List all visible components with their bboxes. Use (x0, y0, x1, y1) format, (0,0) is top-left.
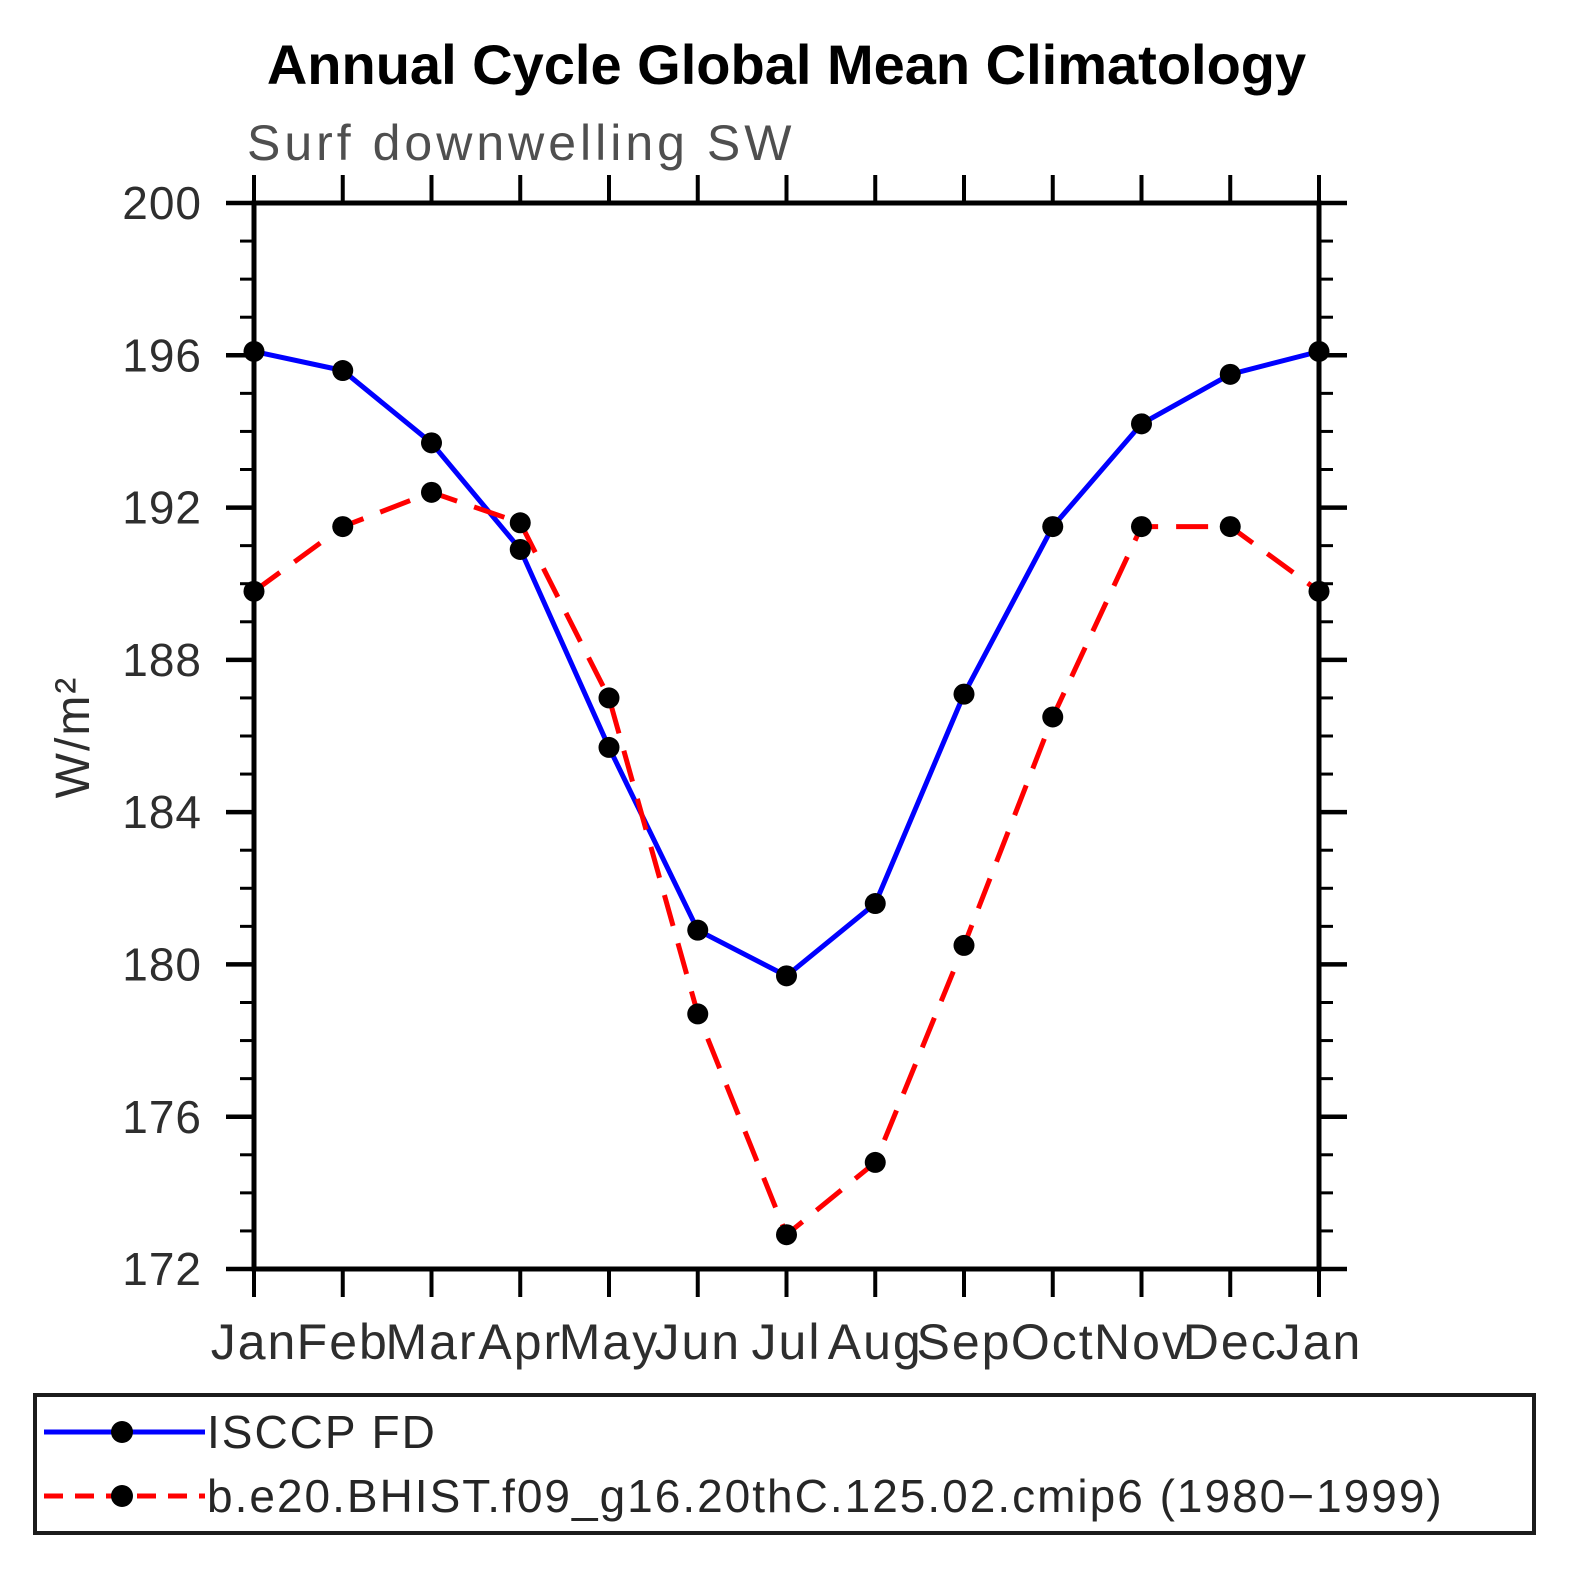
data-point-series1-Jan (1308, 580, 1330, 602)
data-point-series1-Nov (1131, 516, 1152, 538)
data-point-series0-Aug (864, 893, 886, 915)
legend-sample-solid-blue-line (44, 1421, 205, 1443)
data-point-series0-Mar (421, 432, 442, 454)
data-point-series0-Jan (1308, 340, 1330, 362)
data-point-series1-Feb (332, 516, 354, 538)
y-tick-label: 172 (122, 1243, 202, 1295)
x-tick-label: Dec (1183, 1314, 1278, 1370)
x-tick-label: Sep (917, 1314, 1012, 1370)
x-tick-label: Feb (297, 1314, 389, 1370)
data-point-series0-Sep (953, 683, 975, 705)
y-axis-label: W/m² (47, 676, 100, 799)
x-tick-label: Jun (654, 1314, 741, 1370)
series-line-0 (253, 349, 1320, 979)
x-tick-label: Jan (1276, 1314, 1363, 1370)
data-point-series1-Oct (1042, 706, 1064, 728)
data-point-series0-Oct (1042, 516, 1064, 538)
chart-subtitle: Surf downwelling SW (247, 115, 796, 171)
data-point-series1-Dec (1219, 516, 1241, 538)
x-tick-label: Nov (1094, 1314, 1189, 1370)
legend-item-isccp-fd: ISCCP FD (42, 1409, 437, 1455)
data-point-series0-Apr (509, 538, 531, 560)
x-tick-label: Mar (385, 1314, 477, 1370)
legend-sample-marker (111, 1421, 133, 1443)
legend-sample-marker (111, 1485, 133, 1507)
legend-item-model-run: b.e20.BHIST.f09_g16.20thC.125.02.cmip6 (… (42, 1473, 1444, 1519)
legend-box: ISCCP FD b.e20.BHIST.f09_g16.20thC.125.0… (33, 1393, 1536, 1535)
x-tick-label: Oct (1011, 1314, 1095, 1370)
data-point-series1-Mar (421, 481, 442, 503)
data-point-series1-Jun (687, 1003, 709, 1025)
data-point-series1-Aug (864, 1151, 886, 1173)
legend-label-isccp-fd: ISCCP FD (207, 1406, 437, 1458)
data-point-series0-Dec (1219, 363, 1241, 385)
data-point-series0-May (598, 736, 620, 758)
data-point-series1-Apr (509, 512, 531, 534)
x-tick-label: Apr (478, 1314, 562, 1370)
y-tick-label: 176 (122, 1091, 202, 1143)
y-tick-label: 188 (122, 634, 202, 686)
x-tick-label: May (559, 1314, 659, 1370)
data-point-series1-Jul (776, 1224, 797, 1246)
y-tick-label: 200 (122, 177, 202, 229)
plot-frame (251, 200, 1322, 1272)
data-point-series1-May (598, 687, 620, 709)
y-tick-label: 196 (122, 329, 202, 381)
data-point-series0-Jul (776, 965, 797, 987)
data-point-series0-Jun (687, 919, 709, 941)
series-line-1 (252, 489, 1321, 1239)
y-tick-label: 192 (122, 482, 202, 534)
x-tick-label: Jan (211, 1314, 298, 1370)
y-tick-label: 180 (122, 939, 202, 991)
data-point-series0-Jan (243, 340, 265, 362)
data-point-series0-Feb (332, 360, 354, 382)
data-point-series1-Sep (953, 934, 975, 956)
data-point-series0-Nov (1131, 413, 1152, 435)
data-point-series1-Jan (243, 580, 265, 602)
y-tick-label: 184 (122, 786, 202, 838)
chart-title: Annual Cycle Global Mean Climatology (266, 33, 1307, 96)
x-tick-label: Jul (752, 1314, 822, 1370)
legend-label-model-run: b.e20.BHIST.f09_g16.20thC.125.02.cmip6 (… (207, 1470, 1444, 1522)
x-tick-label: Aug (828, 1314, 923, 1370)
legend-sample-dashed-red-line (44, 1485, 205, 1507)
